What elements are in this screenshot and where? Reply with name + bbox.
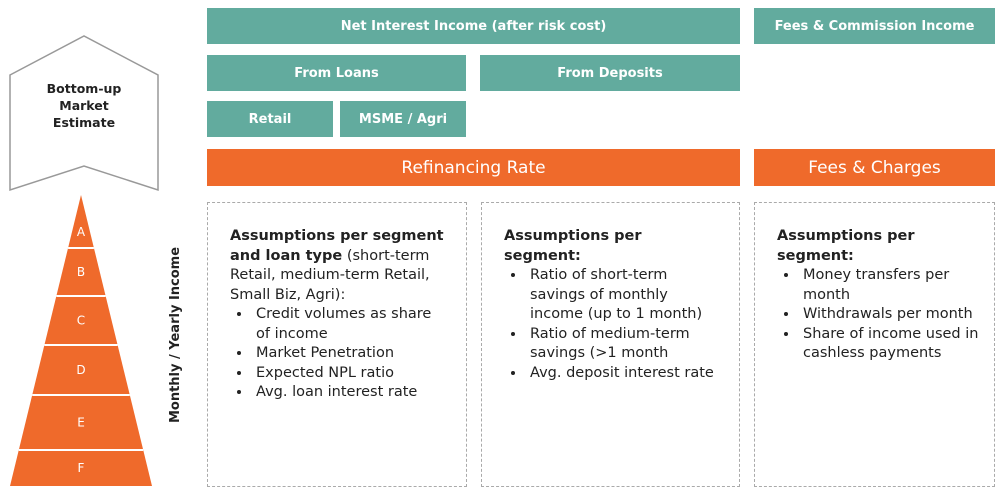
bullet: Withdrawals per month <box>799 305 995 325</box>
left-graphics: A B C D E F Monthly / Yearly Income <box>9 35 183 486</box>
bullet: Share of income used in cashless payment… <box>799 325 995 364</box>
pyramid-level: C <box>77 314 85 328</box>
bullet: Avg. loan interest rate <box>252 383 448 403</box>
pyramid-level: D <box>76 363 85 377</box>
fees-commission-box: Fees & Commission Income <box>754 8 995 44</box>
bullet-list: Credit volumes as share of incomeMarket … <box>230 305 448 403</box>
heading-text: Assumptions per segment: <box>777 228 915 264</box>
pyramid-level: F <box>78 461 85 475</box>
refinancing-box: Refinancing Rate <box>207 149 740 186</box>
card: Assumptions per segment and loan type (s… <box>207 202 467 487</box>
bullet: Expected NPL ratio <box>252 364 448 384</box>
from-deposits-box: From Deposits <box>480 55 740 91</box>
card: Assumptions per segment:Money transfers … <box>754 202 995 487</box>
house-arrow <box>9 35 159 192</box>
house-label: Bottom-up Market Estimate <box>46 81 122 130</box>
heading-text: Assumptions per segment and loan type <box>230 228 444 264</box>
pyramid-level: E <box>77 416 85 430</box>
bullet-list: Ratio of short-term savings of monthly i… <box>504 266 722 383</box>
bullet: Avg. deposit interest rate <box>526 364 722 384</box>
pyramid-shape <box>10 195 152 486</box>
retail-box: Retail <box>207 101 333 137</box>
net-interest-box: Net Interest Income (after risk cost) <box>207 8 740 44</box>
pyramid-level: A <box>77 225 86 239</box>
pyramid-level: B <box>77 265 85 279</box>
fees-charges-box: Fees & Charges <box>754 149 995 186</box>
card-heading: Assumptions per segment: <box>777 227 995 266</box>
pyramid: A B C D E F <box>10 195 152 486</box>
msme-box: MSME / Agri <box>340 101 466 137</box>
from-loans-box: From Loans <box>207 55 466 91</box>
bullet: Money transfers per month <box>799 266 995 305</box>
heading-subtext: (short-term Retail, medium-term Retail, … <box>230 247 430 303</box>
axis-label: Monthly / Yearly Income <box>168 247 183 423</box>
card-heading: Assumptions per segment: <box>504 227 722 266</box>
bullet: Ratio of short-term savings of monthly i… <box>526 266 722 325</box>
card: Assumptions per segment:Ratio of short-t… <box>481 202 740 487</box>
bullet: Market Penetration <box>252 344 448 364</box>
bullet-list: Money transfers per monthWithdrawals per… <box>777 266 995 364</box>
card-heading: Assumptions per segment and loan type (s… <box>230 227 448 305</box>
heading-text: Assumptions per segment: <box>504 228 642 264</box>
bullet: Credit volumes as share of income <box>252 305 448 344</box>
bullet: Ratio of medium-term savings (>1 month <box>526 325 722 364</box>
